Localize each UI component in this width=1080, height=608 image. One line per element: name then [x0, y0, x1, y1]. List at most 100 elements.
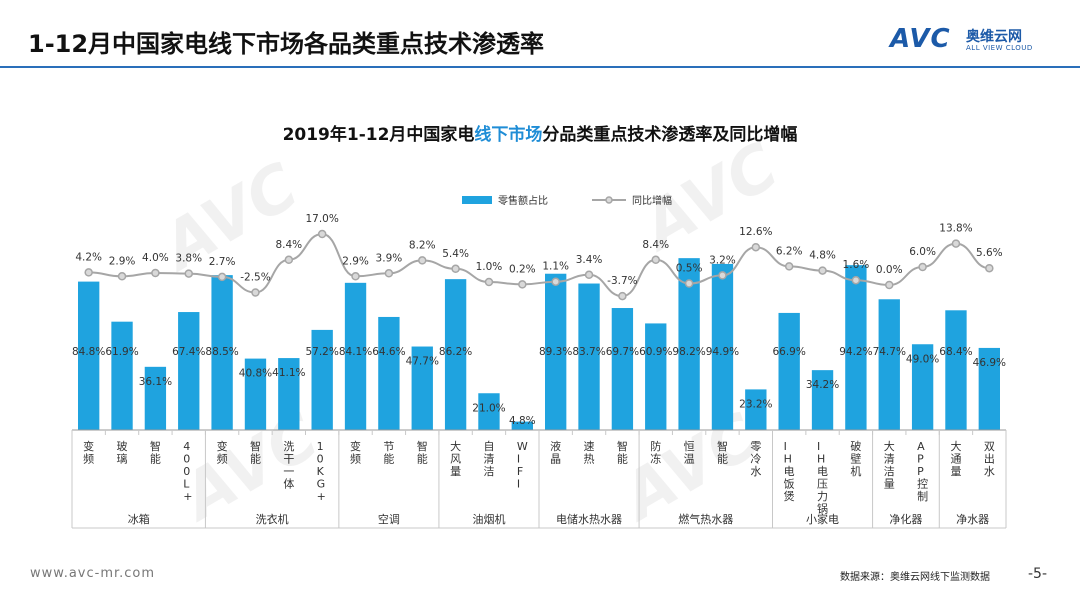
x-tick-label: 智能 — [617, 439, 628, 466]
chart-title: 2019年1-12月中国家电线下市场分品类重点技术渗透率及同比增幅 — [0, 120, 1080, 145]
logo-mark: AVC — [890, 24, 951, 54]
line-value-label: 2.9% — [109, 255, 136, 267]
page-number: -5- — [1028, 566, 1048, 582]
bar — [211, 275, 233, 430]
bar-value-label: 61.9% — [105, 346, 138, 358]
bar-value-label: 34.2% — [806, 379, 839, 391]
line-point — [351, 272, 360, 281]
avc-logo: AVC 奥维云网 ALL VIEW CLOUD — [890, 24, 1060, 58]
x-tick-label: 洗干一体 — [283, 440, 294, 491]
line-value-label: 0.5% — [676, 263, 703, 275]
title-divider — [0, 66, 1080, 68]
bar-value-label: 69.7% — [606, 346, 639, 358]
bar — [78, 281, 100, 430]
x-tick-label: I H 电饭煲 — [784, 440, 795, 503]
line-value-label: -3.7% — [607, 275, 637, 287]
series-line — [88, 232, 990, 298]
x-tick-label: 大通量 — [950, 439, 961, 478]
line-point — [751, 242, 761, 252]
line-value-label: 17.0% — [305, 213, 338, 225]
line-point — [951, 239, 961, 248]
bar — [811, 370, 834, 430]
page-title: 1-12月中国家电线下市场各品类重点技术渗透率 — [28, 30, 545, 58]
line-point — [818, 266, 827, 275]
bar-value-label: 40.8% — [239, 368, 272, 380]
legend-line-marker — [605, 196, 613, 204]
bar — [111, 321, 133, 430]
bar-value-label: 64.6% — [372, 346, 405, 358]
group-label: 冰箱 — [128, 512, 150, 526]
line-point — [584, 270, 594, 280]
footer-site[interactable]: www.avc-mr.com — [30, 566, 156, 581]
bar — [745, 389, 767, 430]
bar-value-label: 94.9% — [706, 346, 739, 358]
chart-title-highlight: 线下市场 — [474, 125, 543, 145]
line-point — [718, 271, 727, 280]
bar — [178, 312, 200, 430]
line-value-label: 5.4% — [442, 248, 469, 260]
x-tick-label: 自清洁 — [483, 440, 494, 478]
bar — [945, 310, 967, 430]
bar — [411, 346, 433, 430]
logo-name-en: ALL VIEW CLOUD — [966, 44, 1033, 52]
x-tick-label: 零冷水 — [750, 440, 761, 478]
bar — [611, 308, 634, 430]
legend-line-label: 同比增幅 — [632, 194, 672, 207]
bar — [378, 316, 400, 430]
bar — [978, 347, 1000, 430]
group-label: 小家电 — [806, 512, 839, 526]
bar-value-label: 23.2% — [739, 398, 772, 410]
line-value-label: 2.7% — [209, 256, 236, 268]
line-value-label: 12.6% — [739, 226, 772, 238]
line-point — [184, 269, 193, 278]
group-label: 电储水热水器 — [556, 512, 622, 526]
line-value-label: 3.2% — [709, 254, 736, 266]
line-point — [851, 275, 861, 285]
bar — [444, 279, 467, 430]
group-label: 油烟机 — [472, 512, 505, 526]
bar-value-label: 68.4% — [939, 346, 972, 358]
legend-bar-label: 零售额占比 — [498, 194, 548, 207]
x-tick-label: 变频 — [83, 439, 94, 466]
line-point — [384, 269, 394, 278]
bar — [578, 283, 600, 430]
bar — [478, 393, 500, 430]
bar — [878, 299, 900, 430]
bar — [144, 366, 167, 430]
bar — [778, 312, 800, 430]
bar — [244, 358, 267, 430]
bar — [278, 358, 300, 430]
line-value-label: 8.2% — [409, 239, 436, 251]
line-value-label: 0.0% — [876, 264, 903, 276]
line-point — [418, 256, 427, 265]
legend-bar-swatch — [462, 196, 492, 204]
line-value-label: 4.8% — [809, 250, 836, 262]
chart-title-suffix: 分品类重点技术渗透率及同比增幅 — [542, 125, 798, 145]
bar-value-label: 46.9% — [973, 357, 1006, 369]
x-tick-label: 速热 — [584, 440, 595, 466]
x-tick-label: 双出水 — [984, 440, 995, 478]
line-point — [284, 255, 294, 265]
bar-value-label: 86.2% — [439, 346, 472, 358]
line-point — [451, 264, 460, 274]
x-tick-label: 破壁机 — [850, 439, 861, 478]
line-point — [518, 280, 527, 289]
bar — [645, 323, 667, 430]
x-tick-label: 智能 — [717, 439, 728, 466]
line-point — [784, 262, 794, 271]
line-point — [484, 277, 494, 287]
line-value-label: 1.0% — [476, 261, 503, 273]
bar-value-label: 88.5% — [205, 346, 238, 358]
bar-value-label: 21.0% — [472, 402, 505, 414]
line-value-label: 3.4% — [576, 254, 603, 266]
line-value-label: 0.2% — [509, 263, 536, 275]
bar-value-label: 60.9% — [639, 346, 672, 358]
group-label: 净水器 — [956, 512, 989, 526]
line-point — [551, 277, 560, 286]
x-tick-label: 节能 — [383, 440, 394, 466]
bar-value-label: 89.3% — [539, 346, 572, 358]
line-point — [985, 263, 994, 273]
line-value-label: 3.9% — [376, 252, 403, 264]
line-point — [885, 280, 894, 290]
chart-title-prefix: 2019年1-12月中国家电 — [282, 125, 475, 145]
